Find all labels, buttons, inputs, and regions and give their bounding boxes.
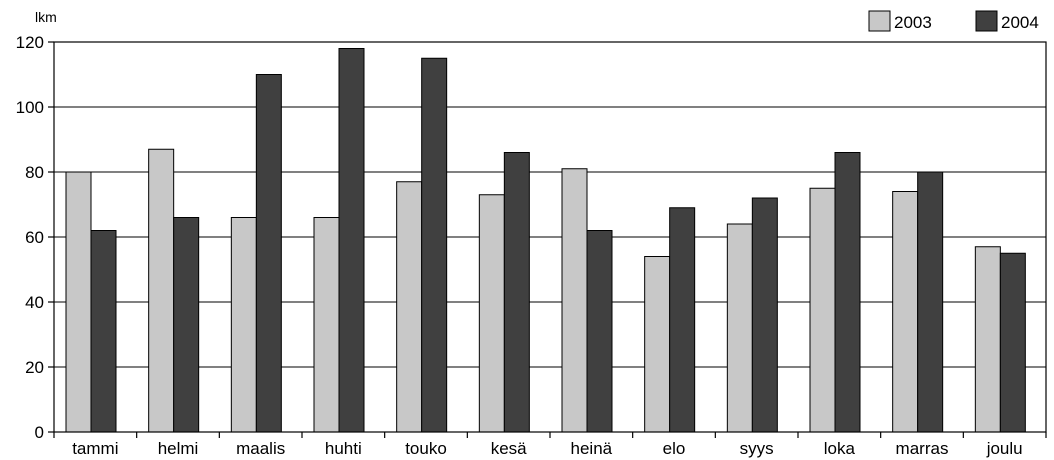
y-tick-label-80: 80 <box>25 163 44 182</box>
x-tick-label-marras: marras <box>896 439 949 458</box>
bar-loka-2004 <box>834 152 861 433</box>
bar-syys-2004 <box>751 197 778 433</box>
y-tick-label-120: 120 <box>16 33 44 52</box>
x-tick-label-tammi: tammi <box>72 439 118 458</box>
x-axis: tammi helmi maalis huhti touko kesä heinä elo sy… <box>53 432 1047 458</box>
bar-touko-2004 <box>421 57 448 433</box>
x-tick-label-syys: syys <box>740 439 774 458</box>
x-tick-label-huhti: huhti <box>325 439 362 458</box>
bar-helmi-2004 <box>173 217 200 433</box>
legend: 2003 2004 <box>868 10 1039 32</box>
bar-elo-2004 <box>669 207 696 433</box>
bar-helmi-2003 <box>148 148 175 433</box>
bar-tammi-2003 <box>65 171 92 433</box>
bar-marras-2004 <box>917 171 944 433</box>
bar-maalis-2003 <box>230 217 257 433</box>
x-tick-label-helmi: helmi <box>158 439 199 458</box>
bar-syys-2003 <box>726 223 753 433</box>
bar-elo-2003 <box>644 256 671 433</box>
y-tick-label-20: 20 <box>25 358 44 377</box>
bar-kesä-2003 <box>478 194 505 433</box>
y-axis-unit-label: lkm <box>35 9 57 25</box>
bar-maalis-2004 <box>255 74 282 433</box>
bar-tammi-2004 <box>90 230 117 433</box>
bar-huhti-2003 <box>313 217 340 433</box>
bar-joulu-2003 <box>974 246 1001 433</box>
legend-swatch-2004 <box>975 10 998 32</box>
y-tick-label-60: 60 <box>25 228 44 247</box>
x-tick-label-loka: loka <box>824 439 856 458</box>
legend-swatch-2003 <box>868 10 891 32</box>
bar-huhti-2004 <box>338 48 365 433</box>
y-tick-label-40: 40 <box>25 293 44 312</box>
y-tick-label-100: 100 <box>16 98 44 117</box>
x-tick-label-heinä: heinä <box>571 439 613 458</box>
x-tick-label-maalis: maalis <box>236 439 285 458</box>
bar-touko-2003 <box>396 181 423 433</box>
x-tick-label-elo: elo <box>663 439 686 458</box>
bars <box>65 48 1026 433</box>
bar-joulu-2004 <box>999 252 1026 433</box>
bar-kesä-2004 <box>503 152 530 433</box>
legend-label-2003: 2003 <box>894 13 932 32</box>
legend-label-2004: 2004 <box>1001 13 1039 32</box>
bar-loka-2003 <box>809 187 836 433</box>
bar-heinä-2004 <box>586 230 613 433</box>
bar-heinä-2003 <box>561 168 588 433</box>
x-tick-label-joulu: joulu <box>986 439 1023 458</box>
y-axis: 0 20 40 60 80 100 120 <box>16 33 54 442</box>
x-tick-label-touko: touko <box>405 439 447 458</box>
bar-marras-2003 <box>892 191 919 433</box>
y-tick-label-0: 0 <box>35 423 44 442</box>
x-tick-label-kesä: kesä <box>491 439 527 458</box>
